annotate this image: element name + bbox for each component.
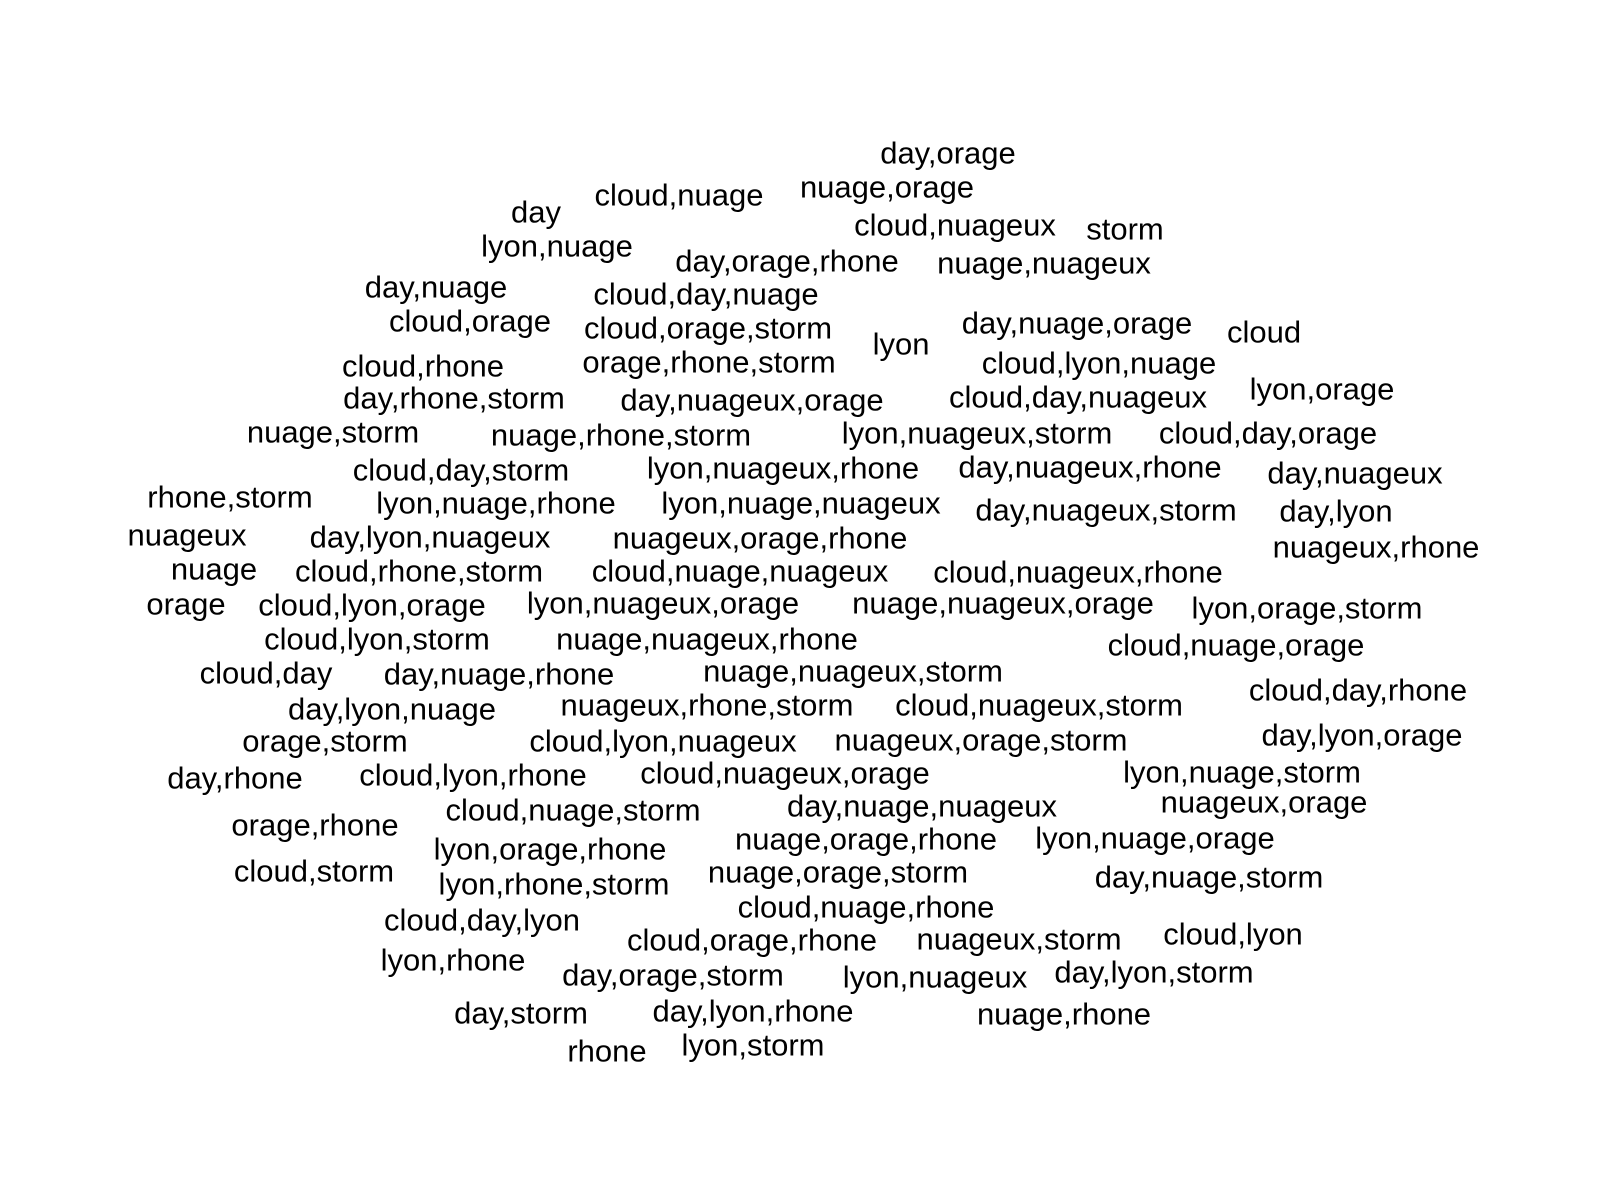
word-cloud-term: cloud,orage,rhone <box>627 922 877 958</box>
word-cloud-term: cloud,nuage <box>594 177 764 213</box>
word-cloud-term: cloud,lyon,orage <box>258 587 486 623</box>
word-cloud-term: cloud,day,orage <box>1158 415 1378 451</box>
word-cloud-term: cloud,lyon,nuageux <box>529 723 797 759</box>
word-cloud-term: day,lyon,orage <box>1261 717 1463 753</box>
word-cloud-term: nuageux,orage,rhone <box>612 520 908 556</box>
word-cloud-term: cloud,nuage,storm <box>445 792 701 828</box>
word-cloud-term: day <box>511 194 561 230</box>
word-cloud-term: lyon,nuageux <box>842 959 1028 995</box>
word-cloud-term: day,storm <box>454 995 588 1031</box>
word-cloud-term: lyon,rhone <box>380 942 526 978</box>
word-cloud-term: cloud,nuageux,orage <box>640 755 930 791</box>
word-cloud-term: day,rhone <box>167 760 303 796</box>
word-cloud-term: day,orage,storm <box>562 957 784 993</box>
word-cloud-term: lyon,nuage,nuageux <box>661 485 941 521</box>
word-cloud-term: cloud,day,nuageux <box>949 379 1207 415</box>
word-cloud-term: day,nuage,orage <box>961 305 1193 341</box>
word-cloud-term: cloud,nuageux,storm <box>895 687 1183 723</box>
word-cloud-term: cloud,day,nuage <box>593 276 819 312</box>
word-cloud-term: lyon,nuage,storm <box>1123 754 1361 790</box>
word-cloud-term: day,orage <box>880 135 1016 171</box>
word-cloud-term: storm <box>1086 211 1164 247</box>
word-cloud-term: day,orage,rhone <box>675 243 899 279</box>
word-cloud-term: day,rhone,storm <box>343 380 565 416</box>
word-cloud-term: cloud,nuageux <box>854 207 1056 243</box>
word-cloud-term: day,nuage <box>364 269 508 305</box>
word-cloud-term: cloud,nuage,rhone <box>737 889 995 925</box>
word-cloud-term: lyon,storm <box>681 1027 825 1063</box>
word-cloud-term: cloud,storm <box>233 853 395 889</box>
word-cloud-term: day,nuageux,orage <box>620 382 884 418</box>
word-cloud-term: day,nuageux <box>1267 455 1443 491</box>
word-cloud-term: cloud,lyon,nuage <box>981 345 1217 381</box>
word-cloud-term: day,nuageux,rhone <box>958 449 1222 485</box>
word-cloud-term: day,nuage,storm <box>1094 859 1324 895</box>
word-cloud-term: nuage <box>170 551 258 587</box>
word-cloud-term: nuage,nuageux <box>937 245 1151 281</box>
word-cloud-term: day,lyon,nuageux <box>309 519 551 555</box>
word-cloud-term: nuage,rhone,storm <box>490 417 752 453</box>
word-cloud-term: orage,rhone,storm <box>582 344 836 380</box>
word-cloud-term: nuage,rhone <box>976 996 1152 1032</box>
word-cloud-term: day,lyon,storm <box>1054 954 1254 990</box>
word-cloud-term: orage,rhone <box>231 807 399 843</box>
word-cloud-term: nuageux <box>127 517 247 553</box>
word-cloud-term: nuage,nuageux,orage <box>852 585 1154 621</box>
word-cloud-term: day,nuageux,storm <box>975 492 1237 528</box>
word-cloud-term: nuage,orage <box>799 169 975 205</box>
word-cloud-term: cloud,day <box>199 655 333 691</box>
word-cloud-term: orage,storm <box>242 723 408 759</box>
word-cloud-term: orage <box>146 586 226 622</box>
word-cloud-term: day,nuage,nuageux <box>786 788 1058 824</box>
word-cloud-term: cloud,lyon,rhone <box>359 757 587 793</box>
word-cloud-term: cloud,nuage,nuageux <box>591 553 889 589</box>
word-cloud-term: nuage,nuageux,rhone <box>556 621 858 657</box>
word-cloud-term: lyon,nuage <box>481 228 633 264</box>
word-cloud-term: cloud,nuage,orage <box>1107 627 1365 663</box>
word-cloud-term: nuageux,orage <box>1160 784 1368 820</box>
word-cloud-term: nuageux,orage,storm <box>834 722 1128 758</box>
word-cloud-term: cloud,lyon <box>1163 916 1303 952</box>
word-cloud-term: day,lyon,nuage <box>288 691 496 727</box>
word-cloud-term: lyon,orage,rhone <box>433 831 667 867</box>
word-cloud-term: cloud,day,lyon <box>384 902 580 938</box>
word-cloud-term: nuageux,rhone <box>1272 529 1480 565</box>
word-cloud-term: nuageux,rhone,storm <box>560 687 854 723</box>
word-cloud-term: day,nuage,rhone <box>383 656 615 692</box>
word-cloud-term: nuage,nuageux,storm <box>703 653 1003 689</box>
word-cloud-term: cloud,orage <box>388 303 552 339</box>
word-cloud-term: nuage,orage,storm <box>707 854 969 890</box>
word-cloud-term: cloud,lyon,storm <box>264 621 490 657</box>
word-cloud-term: cloud,rhone <box>341 348 505 384</box>
word-cloud-term: lyon,orage <box>1249 371 1395 407</box>
word-cloud-term: rhone,storm <box>147 479 313 515</box>
word-cloud-term: lyon,nuageux,rhone <box>646 450 920 486</box>
word-cloud-term: lyon,nuage,orage <box>1035 820 1275 856</box>
word-cloud-term: cloud,day,rhone <box>1248 672 1468 708</box>
word-cloud-term: lyon,nuage,rhone <box>376 485 616 521</box>
word-cloud-term: nuage,orage,rhone <box>734 821 998 857</box>
word-cloud-term: lyon,orage,storm <box>1191 590 1423 626</box>
word-cloud-term: rhone <box>567 1033 647 1069</box>
word-cloud-term: nuageux,storm <box>916 921 1122 957</box>
word-cloud-term: lyon,rhone,storm <box>438 866 670 902</box>
word-cloud-term: cloud,day,storm <box>352 452 570 488</box>
word-cloud-term: lyon,nuageux,orage <box>526 585 800 621</box>
word-cloud-term: cloud,nuageux,rhone <box>933 554 1223 590</box>
word-cloud-term: cloud,rhone,storm <box>294 553 544 589</box>
word-cloud-term: day,lyon <box>1279 493 1393 529</box>
word-cloud-term: nuage,storm <box>246 414 420 450</box>
word-cloud-term: cloud <box>1226 314 1302 350</box>
word-cloud-term: lyon <box>872 326 930 362</box>
word-cloud-term: cloud,orage,storm <box>583 310 833 346</box>
word-cloud-term: lyon,nuageux,storm <box>841 415 1113 451</box>
word-cloud-term: day,lyon,rhone <box>652 993 854 1029</box>
